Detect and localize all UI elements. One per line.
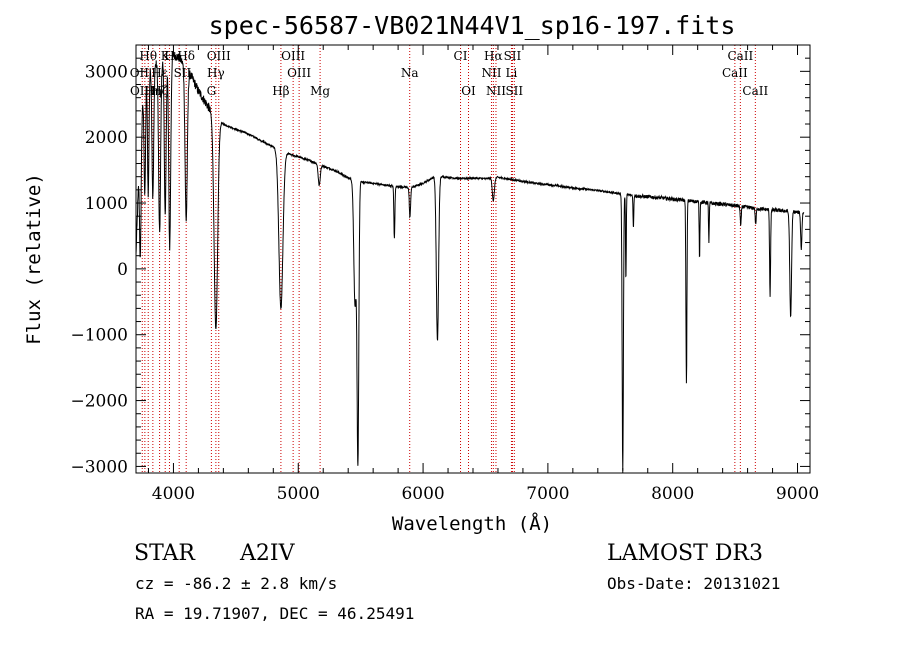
line-marker-label: NII <box>481 66 501 80</box>
plot-frame <box>135 44 811 474</box>
x-tick-label: 9000 <box>776 484 819 504</box>
line-marker-label: Hθ <box>139 49 157 63</box>
chart-title: spec-56587-VB021N44V1_sp16-197.fits <box>209 11 736 40</box>
line-marker-label: CaII <box>742 84 768 98</box>
y-tick-label: 3000 <box>85 62 128 82</box>
x-tick-label: 7000 <box>526 484 569 504</box>
y-tick-label: 1000 <box>85 194 128 214</box>
spectrum-line <box>135 51 805 471</box>
x-tick-label: 6000 <box>401 484 444 504</box>
line-marker-label: Hα <box>484 49 503 63</box>
line-marker-label: Hβ <box>272 84 289 98</box>
line-marker-label: Hζ <box>151 84 168 98</box>
line-marker-label: G <box>207 84 217 98</box>
line-marker-label: OII <box>130 66 150 80</box>
y-tick-label: −2000 <box>70 392 128 412</box>
line-marker-label: Hγ <box>207 66 225 80</box>
x-tick-label: 4000 <box>152 484 195 504</box>
y-tick-label: −3000 <box>70 457 128 477</box>
ra-dec: RA = 19.71907, DEC = 46.25491 <box>135 604 414 623</box>
y-axis: −3000 −2000 −1000 0 1000 2000 3000 <box>70 44 810 477</box>
object-class: STAR <box>134 541 196 566</box>
redshift-cz: cz = -86.2 ± 2.8 km/s <box>135 574 337 593</box>
x-tick-label: 5000 <box>277 484 320 504</box>
line-marker-label: OIII <box>281 49 305 63</box>
line-marker-label: OI <box>461 84 476 98</box>
line-marker-label: SII <box>174 66 192 80</box>
object-subclass: A2IV <box>239 541 296 566</box>
line-marker-label: CaII <box>722 66 748 80</box>
line-marker-label: Na <box>401 66 419 80</box>
line-marker-label: OIII <box>207 49 231 63</box>
y-tick-label: −1000 <box>70 326 128 346</box>
line-marker-label: Mg <box>310 84 330 98</box>
observation-date: Obs-Date: 20131021 <box>607 574 780 593</box>
line-marker-label: H <box>164 49 174 63</box>
line-marker-label: CI <box>454 49 468 63</box>
line-marker-label: Li <box>506 66 518 80</box>
line-marker-label: CaII <box>727 49 753 63</box>
x-tick-label: 8000 <box>651 484 694 504</box>
y-tick-label: 2000 <box>85 128 128 148</box>
line-marker-label: Hε <box>151 66 168 80</box>
line-marker-label: SII <box>505 84 523 98</box>
y-tick-label: 0 <box>117 260 128 280</box>
survey-name: LAMOST DR3 <box>607 541 763 566</box>
line-marker-label: OII <box>130 84 150 98</box>
line-markers <box>141 45 756 473</box>
line-marker-label: OIII <box>287 66 311 80</box>
line-marker-label: SII <box>504 49 522 63</box>
x-axis-label: Wavelength (Å) <box>392 512 552 535</box>
line-marker-label: NII <box>486 84 506 98</box>
x-axis: 4000 5000 6000 7000 8000 9000 <box>147 45 819 504</box>
line-marker-label: K <box>161 49 171 63</box>
y-axis-label: Flux (relative) <box>23 173 45 345</box>
